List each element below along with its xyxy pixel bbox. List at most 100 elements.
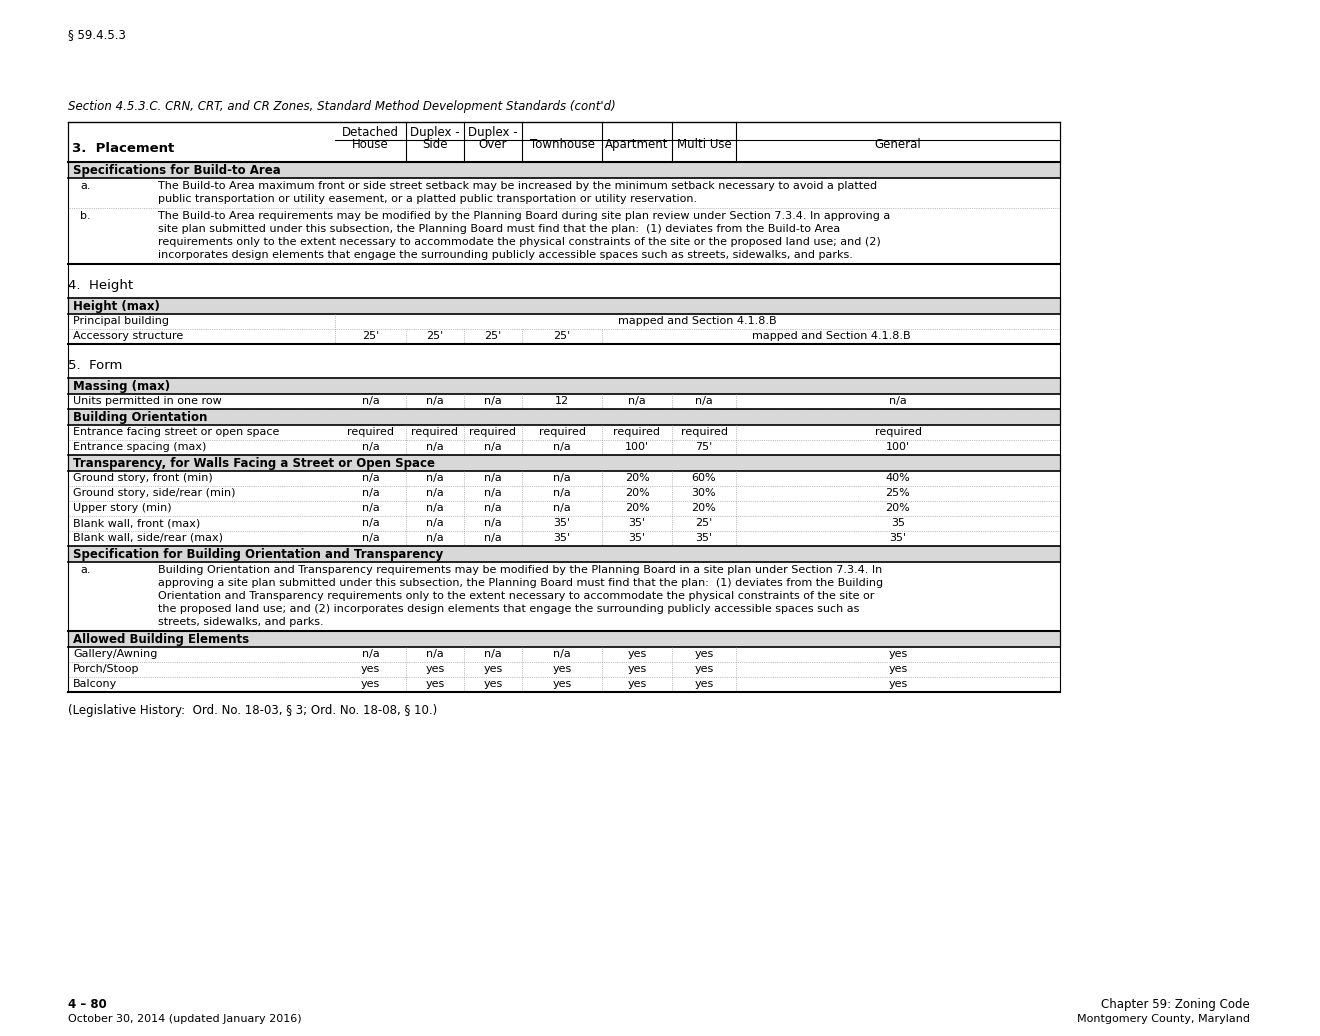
Text: Multi Use: Multi Use	[677, 138, 731, 151]
Text: n/a: n/a	[484, 488, 502, 498]
Bar	[69, 298, 1060, 314]
Bar	[69, 531, 1060, 546]
Text: § 59.4.5.3: § 59.4.5.3	[69, 28, 125, 41]
Text: 25': 25'	[696, 518, 713, 528]
Bar	[69, 501, 1060, 516]
Text: n/a: n/a	[553, 503, 570, 513]
Text: yes: yes	[425, 679, 445, 689]
Text: yes: yes	[694, 679, 714, 689]
Bar	[69, 425, 1060, 440]
Text: a.: a.	[81, 565, 91, 575]
Text: yes: yes	[627, 649, 647, 659]
Text: Entrance spacing (max): Entrance spacing (max)	[73, 442, 206, 452]
Text: 20%: 20%	[624, 503, 649, 513]
Text: n/a: n/a	[553, 473, 570, 483]
Text: n/a: n/a	[362, 442, 379, 452]
Text: 4.  Height: 4. Height	[69, 279, 133, 292]
Text: site plan submitted under this subsection, the Planning Board must find that the: site plan submitted under this subsectio…	[158, 224, 841, 234]
Bar	[69, 314, 1060, 329]
Text: Over: Over	[479, 138, 507, 151]
Text: (Legislative History:  Ord. No. 18-03, § 3; Ord. No. 18-08, § 10.): (Legislative History: Ord. No. 18-03, § …	[69, 704, 437, 717]
Text: yes: yes	[888, 649, 908, 659]
Text: 60%: 60%	[692, 473, 717, 483]
Text: 75': 75'	[696, 442, 713, 452]
Text: n/a: n/a	[484, 442, 502, 452]
Text: required: required	[470, 427, 516, 437]
Bar	[69, 516, 1060, 531]
Text: 35': 35'	[553, 533, 570, 543]
Bar	[69, 329, 1060, 344]
Text: Orientation and Transparency requirements only to the extent necessary to accomm: Orientation and Transparency requirement…	[158, 591, 874, 601]
Text: n/a: n/a	[362, 473, 379, 483]
Text: 3.  Placement: 3. Placement	[73, 142, 174, 155]
Bar	[69, 648, 1060, 662]
Text: n/a: n/a	[362, 488, 379, 498]
Text: n/a: n/a	[426, 518, 444, 528]
Text: 35': 35'	[890, 533, 907, 543]
Text: yes: yes	[888, 679, 908, 689]
Text: 20%: 20%	[692, 503, 717, 513]
Text: Specifications for Build-to Area: Specifications for Build-to Area	[73, 164, 281, 177]
Text: n/a: n/a	[484, 518, 502, 528]
Text: n/a: n/a	[484, 473, 502, 483]
Text: required: required	[412, 427, 458, 437]
Text: n/a: n/a	[362, 533, 379, 543]
Text: 25': 25'	[362, 330, 379, 341]
Text: 35': 35'	[553, 518, 570, 528]
Bar	[69, 162, 1060, 178]
Text: public transportation or utility easement, or a platted public transportation or: public transportation or utility easemen…	[158, 194, 697, 204]
Text: n/a: n/a	[426, 533, 444, 543]
Text: n/a: n/a	[553, 649, 570, 659]
Bar	[69, 562, 1060, 631]
Text: 35': 35'	[628, 518, 645, 528]
Text: General: General	[875, 138, 921, 151]
Text: yes: yes	[694, 664, 714, 674]
Text: House: House	[352, 138, 389, 151]
Text: Ground story, front (min): Ground story, front (min)	[73, 473, 213, 483]
Text: Ground story, side/rear (min): Ground story, side/rear (min)	[73, 488, 235, 498]
Text: n/a: n/a	[426, 473, 444, 483]
Text: Principal building: Principal building	[73, 316, 169, 326]
Text: a.: a.	[81, 181, 91, 191]
Text: Allowed Building Elements: Allowed Building Elements	[73, 633, 249, 646]
Text: 20%: 20%	[624, 473, 649, 483]
Text: 12: 12	[554, 396, 569, 406]
Text: 20%: 20%	[886, 503, 911, 513]
Text: Specification for Building Orientation and Transparency: Specification for Building Orientation a…	[73, 548, 444, 562]
Text: Upper story (min): Upper story (min)	[73, 503, 172, 513]
Bar	[69, 122, 1060, 162]
Text: Townhouse: Townhouse	[529, 138, 594, 151]
Text: Gallery/Awning: Gallery/Awning	[73, 649, 157, 659]
Bar	[69, 662, 1060, 677]
Text: Montgomery County, Maryland: Montgomery County, Maryland	[1077, 1014, 1250, 1024]
Text: 25': 25'	[426, 330, 444, 341]
Text: the proposed land use; and (2) incorporates design elements that engage the surr: the proposed land use; and (2) incorpora…	[158, 604, 859, 614]
Text: 35: 35	[891, 518, 906, 528]
Text: The Build-to Area requirements may be modified by the Planning Board during site: The Build-to Area requirements may be mo…	[158, 211, 890, 221]
Text: Transparency, for Walls Facing a Street or Open Space: Transparency, for Walls Facing a Street …	[73, 457, 436, 470]
Text: required: required	[874, 427, 921, 437]
Text: n/a: n/a	[426, 649, 444, 659]
Bar	[69, 378, 1060, 394]
Text: 30%: 30%	[692, 488, 717, 498]
Text: incorporates design elements that engage the surrounding publicly accessible spa: incorporates design elements that engage…	[158, 250, 853, 260]
Bar	[69, 394, 1060, 409]
Text: n/a: n/a	[484, 503, 502, 513]
Text: Side: Side	[422, 138, 447, 151]
Text: n/a: n/a	[696, 396, 713, 406]
Text: Building Orientation: Building Orientation	[73, 411, 207, 424]
Text: Entrance facing street or open space: Entrance facing street or open space	[73, 427, 280, 437]
Text: n/a: n/a	[628, 396, 645, 406]
Text: 25': 25'	[553, 330, 570, 341]
Text: Units permitted in one row: Units permitted in one row	[73, 396, 222, 406]
Text: requirements only to the extent necessary to accommodate the physical constraint: requirements only to the extent necessar…	[158, 237, 880, 247]
Text: Duplex -: Duplex -	[411, 126, 459, 139]
Bar	[69, 455, 1060, 471]
Text: 20%: 20%	[624, 488, 649, 498]
Bar	[69, 486, 1060, 501]
Text: n/a: n/a	[362, 518, 379, 528]
Text: required: required	[539, 427, 586, 437]
Text: 100': 100'	[886, 442, 909, 452]
Bar	[69, 677, 1060, 692]
Text: 5.  Form: 5. Form	[69, 359, 123, 372]
